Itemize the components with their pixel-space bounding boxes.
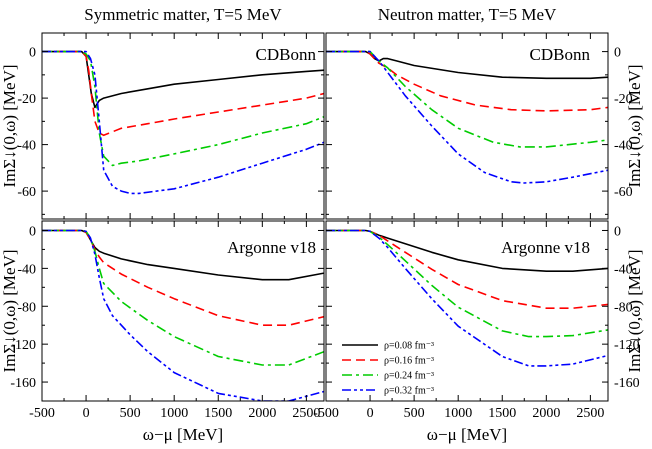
plot-frame bbox=[325, 32, 609, 220]
legend: ρ=0.08 fm⁻³ ρ=0.16 fm⁻³ ρ=0.24 fm⁻³ ρ=0.32 … bbox=[342, 341, 434, 397]
column-title-neutron: Neutron matter, T=5 MeV bbox=[378, 5, 557, 24]
panel-title: CDBonn bbox=[256, 45, 317, 64]
legend-label-4: ρ=0.32 fm⁻³ bbox=[384, 386, 434, 397]
y-tick-label: -20 bbox=[17, 92, 36, 107]
panel-title: Argonne v18 bbox=[501, 238, 590, 257]
y-tick-label: -80 bbox=[614, 300, 633, 315]
y-tick-label: -40 bbox=[614, 139, 633, 154]
x-tick-label: 2000 bbox=[532, 406, 560, 421]
series-line-2 bbox=[42, 50, 324, 137]
x-tick-label: 1000 bbox=[444, 406, 472, 421]
plot-frame bbox=[325, 220, 609, 402]
plot-frame bbox=[41, 220, 325, 402]
x-tick-label: 2500 bbox=[292, 406, 320, 421]
y-tick-label: 0 bbox=[29, 46, 36, 61]
y-tick-label: -160 bbox=[614, 376, 640, 391]
series-line-3 bbox=[42, 50, 324, 167]
panel-title: CDBonn bbox=[530, 45, 591, 64]
y-tick-label: 0 bbox=[614, 224, 621, 239]
y-axis-title: ImΣ↓(0,ω) [MeV] bbox=[0, 249, 19, 372]
y-tick-label: -20 bbox=[614, 92, 633, 107]
y-axis-title: ImΣ↓(0,ω) [MeV] bbox=[0, 64, 19, 187]
x-tick-label: 1500 bbox=[488, 406, 516, 421]
panel-3: -500 0 500 1000 1500 2000 2500 0 -40 -80 -120 -160 A… bbox=[0, 220, 325, 421]
panel-2: 0 -20 -40 -60 CDBonn ImΣ↓(0,ω) [MeV] bbox=[325, 32, 644, 220]
series-line-4 bbox=[42, 229, 324, 401]
y-tick-label: -160 bbox=[10, 376, 36, 391]
panel-title: Argonne v18 bbox=[227, 238, 316, 257]
x-tick-label: -500 bbox=[29, 406, 55, 421]
x-tick-label: 1500 bbox=[204, 406, 232, 421]
x-tick-label: 500 bbox=[404, 406, 425, 421]
x-tick-label: 0 bbox=[367, 406, 374, 421]
legend-label-3: ρ=0.24 fm⁻³ bbox=[384, 371, 434, 382]
series-group bbox=[42, 50, 324, 195]
y-tick-label: -40 bbox=[17, 139, 36, 154]
legend-label-1: ρ=0.08 fm⁻³ bbox=[384, 341, 434, 352]
y-tick-label: -120 bbox=[614, 338, 640, 353]
series-line-4 bbox=[326, 50, 608, 184]
legend-label-2: ρ=0.16 fm⁻³ bbox=[384, 356, 434, 367]
y-tick-label: 0 bbox=[614, 46, 621, 61]
series-group bbox=[326, 229, 608, 367]
series-group bbox=[42, 229, 324, 401]
y-tick-label: -80 bbox=[17, 300, 36, 315]
series-group bbox=[326, 50, 608, 184]
y-tick-label: -40 bbox=[17, 262, 36, 277]
series-line-4 bbox=[326, 229, 608, 367]
y-tick-label: -120 bbox=[10, 338, 36, 353]
x-tick-label: 2500 bbox=[576, 406, 604, 421]
x-axis-title-left: ω−μ [MeV] bbox=[143, 425, 223, 444]
series-line-3 bbox=[326, 50, 608, 148]
x-tick-label: 500 bbox=[120, 406, 141, 421]
x-axis-title-right: ω−μ [MeV] bbox=[427, 425, 507, 444]
y-tick-label: 0 bbox=[29, 224, 36, 239]
series-line-2 bbox=[326, 50, 608, 112]
y-tick-label: -60 bbox=[17, 185, 36, 200]
column-title-symmetric: Symmetric matter, T=5 MeV bbox=[84, 5, 282, 24]
x-tick-label: 0 bbox=[83, 406, 90, 421]
y-axis-title: ImΣ↓(0,ω) [MeV] bbox=[625, 249, 644, 372]
y-tick-label: -40 bbox=[614, 262, 633, 277]
x-tick-label: 2000 bbox=[248, 406, 276, 421]
series-line-1 bbox=[42, 50, 324, 109]
panel-4: -500 0 500 1000 1500 2000 2500 0 -40 -80 -120 -160 A… bbox=[313, 220, 644, 421]
series-line-4 bbox=[42, 50, 324, 195]
plot-frame bbox=[41, 32, 325, 220]
series-line-3 bbox=[42, 229, 324, 366]
panel-1: 0 -20 -40 -60 CDBonn ImΣ↓(0,ω) [MeV] bbox=[0, 32, 325, 220]
x-tick-label: 1000 bbox=[160, 406, 188, 421]
y-axis-title: ImΣ↓(0,ω) [MeV] bbox=[625, 64, 644, 187]
x-tick-label: -500 bbox=[313, 406, 339, 421]
y-tick-label: -60 bbox=[614, 185, 633, 200]
